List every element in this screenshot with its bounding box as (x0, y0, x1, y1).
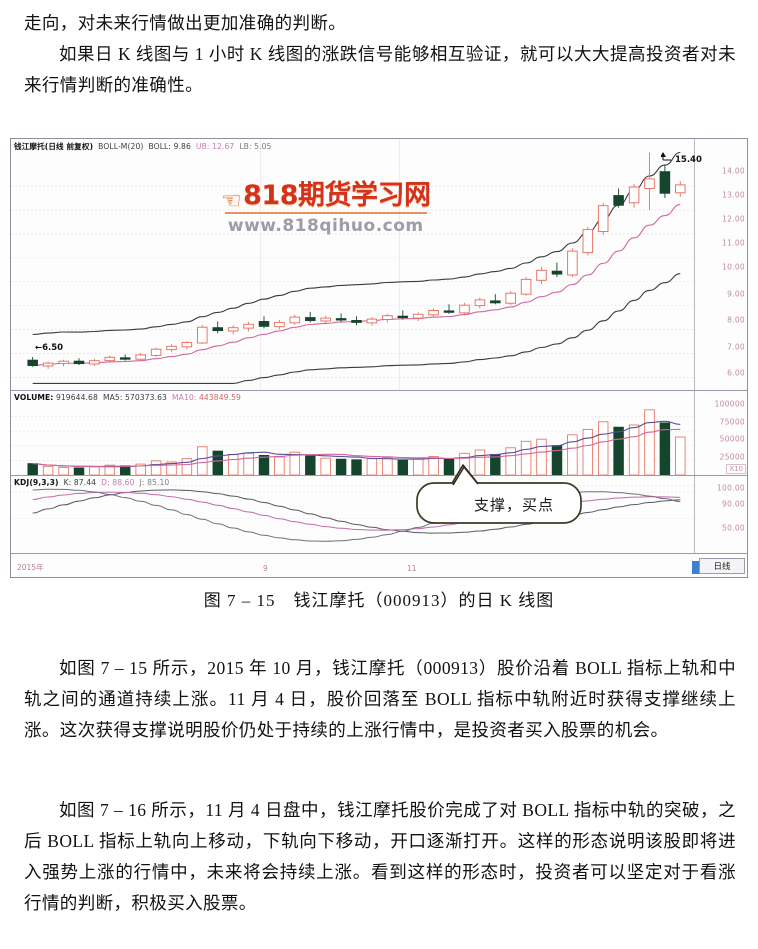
volume-tick: 75000 (719, 417, 745, 427)
kdj-axis: 100.00 90.00 50.00 (694, 476, 747, 553)
price-axis: 14.00 13.00 12.00 11.00 10.00 9.00 8.00 … (694, 139, 747, 390)
volume-label: VOLUME: (14, 393, 54, 402)
low-price-flag: ←6.50 (35, 343, 63, 353)
callout-bubble-shape (416, 464, 582, 524)
top-text-block: 走向，对未来行情做出更加准确的判断。 如果日 K 线图与 1 小时 K 线图的涨… (24, 8, 736, 101)
figure-caption: 图 7 – 15 钱江摩托（000913）的日 K 线图 (203, 591, 555, 610)
price-panel[interactable]: 钱江摩托(日线 前复权) BOLL-M(20) BOLL: 9.86 UB: 1… (11, 139, 747, 524)
lb-value: 5.05 (254, 142, 272, 151)
bottom-text-block-1: 如图 7 – 15 所示，2015 年 10 月，钱江摩托（000913）股价沿… (24, 653, 736, 746)
boll-label: BOLL: (148, 142, 172, 151)
kdj-k-value: 87.44 (73, 478, 97, 487)
time-axis-label: 9 (263, 564, 268, 573)
stock-chart-figure[interactable]: 钱江摩托(日线 前复权) BOLL-M(20) BOLL: 9.86 UB: 1… (10, 138, 748, 578)
kdj-d-label: D: (101, 478, 110, 487)
price-tick: 9.00 (727, 289, 745, 299)
price-panel-header: 钱江摩托(日线 前复权) BOLL-M(20) BOLL: 9.86 UB: 1… (14, 141, 271, 152)
price-tick: 14.00 (722, 166, 745, 176)
period-button-daily[interactable]: 日线 (699, 558, 745, 574)
top-paragraph-continuation: 走向，对未来行情做出更加准确的判断。 (24, 13, 347, 33)
low-price-value: 6.50 (42, 343, 64, 353)
volume-ma10-label: MA10: (172, 393, 197, 402)
volume-value: 919644.68 (55, 393, 98, 402)
volume-tick: 50000 (719, 434, 745, 444)
price-tick: 11.00 (722, 238, 745, 248)
price-tick: 8.00 (727, 315, 745, 325)
ub-label: UB: (195, 142, 210, 151)
volume-ma5-value: 570373.63 (125, 393, 167, 402)
price-tick: 10.00 (722, 262, 745, 272)
price-candlestick-svg (11, 139, 694, 390)
price-tick: 12.00 (722, 214, 745, 224)
boll-value: 9.86 (173, 142, 191, 151)
volume-tick: 25000 (719, 452, 745, 462)
volume-ma10-value: 443849.59 (198, 393, 241, 402)
volume-panel-header: VOLUME: 919644.68 MA5: 570373.63 MA10: 4… (14, 393, 241, 402)
price-tick: 13.00 (722, 190, 745, 200)
lb-label: LB: (239, 142, 252, 151)
volume-plot-area[interactable] (11, 391, 694, 475)
kdj-tick: 50.00 (722, 523, 745, 533)
bottom-text-block-2: 如图 7 – 16 所示，11 月 4 日盘中，钱江摩托股价完成了对 BOLL … (24, 795, 736, 919)
period-scroll-indicator[interactable] (692, 561, 699, 574)
analysis-paragraph-2: 如图 7 – 16 所示，11 月 4 日盘中，钱江摩托股价完成了对 BOLL … (24, 800, 736, 913)
period-adjust-label: (日线 前复权) (44, 142, 94, 151)
indicator-name-label: BOLL-M(20) (98, 142, 144, 151)
up-arrow-icon (661, 152, 671, 161)
kdj-tick: 100.00 (716, 483, 745, 493)
kdj-k-label: K: (63, 478, 72, 487)
ub-value: 12.67 (212, 142, 235, 151)
kdj-label: KDJ(9,3,3) (14, 478, 59, 487)
high-price-flag: 15.40 (661, 151, 702, 165)
time-axis-label: 2015年 (17, 563, 44, 572)
kdj-tick: 90.00 (722, 499, 745, 509)
kdj-j-label: J: (139, 478, 145, 487)
kdj-j-value: 85.10 (147, 478, 170, 487)
time-axis-label: 11 (407, 564, 417, 573)
support-buy-callout: 支撑，买点 (415, 463, 595, 529)
volume-tick: 100000 (714, 399, 745, 409)
kdj-panel-header: KDJ(9,3,3) K: 87.44 D: 88.60 J: 85.10 (14, 478, 169, 487)
stock-name-label: 钱江摩托 (14, 142, 45, 151)
top-paragraph: 如果日 K 线图与 1 小时 K 线图的涨跌信号能够相互验证，就可以大大提高投资… (24, 44, 736, 95)
analysis-paragraph-1: 如图 7 – 15 所示，2015 年 10 月，钱江摩托（000913）股价沿… (24, 658, 736, 740)
volume-panel[interactable]: VOLUME: 919644.68 MA5: 570373.63 MA10: 4… (11, 391, 747, 476)
volume-unit-label: X10 (726, 464, 746, 474)
high-price-value: 15.40 (675, 155, 702, 165)
volume-ma5-label: MA5: (102, 393, 123, 402)
kdj-panel[interactable]: KDJ(9,3,3) K: 87.44 D: 88.60 J: 85.10 10… (11, 476, 747, 554)
callout-label: 支撑，买点 (473, 497, 554, 514)
price-tick: 6.00 (727, 368, 745, 378)
time-axis[interactable]: 2015年 9 11 日线 (11, 554, 747, 577)
price-plot-area[interactable] (11, 139, 694, 390)
price-tick: 7.00 (727, 342, 745, 352)
left-arrow-icon: ← (35, 343, 43, 353)
kdj-d-value: 88.60 (112, 478, 135, 487)
volume-bars-svg (11, 409, 694, 475)
volume-axis: 100000 75000 50000 25000 X10 (694, 391, 747, 475)
